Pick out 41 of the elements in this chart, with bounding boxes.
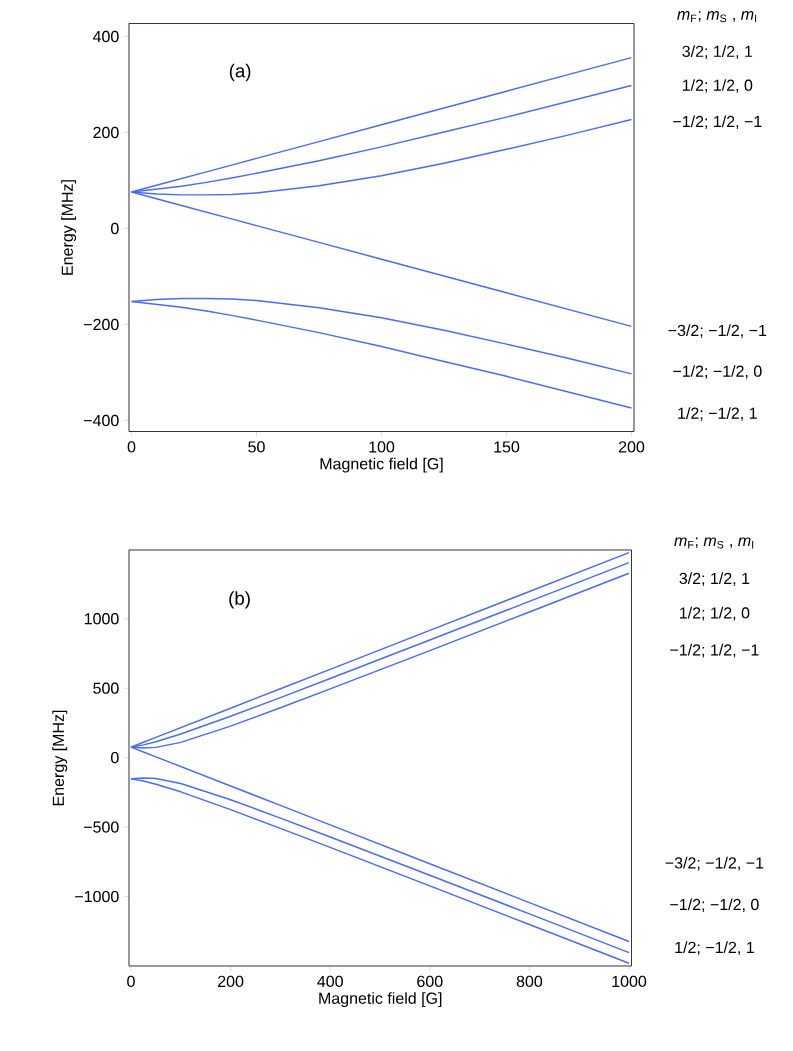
x-tick-label: 150 (494, 441, 520, 453)
x-tick-label: 50 (248, 441, 265, 453)
text: 1/2; 1/2, 0 (680, 606, 750, 621)
text: 1/2; −1/2, 1 (678, 407, 757, 421)
text: −3/2; −1/2, −1 (665, 856, 764, 871)
text: 1/2; 1/2, 0 (682, 79, 753, 93)
x-tick-label: 800 (516, 975, 543, 988)
text: −1/2; −1/2, 0 (670, 898, 759, 913)
x-tick-label: 1000 (612, 975, 647, 988)
y-tick-label: −200 (84, 318, 119, 331)
text: 1/2; −1/2, 1 (675, 941, 754, 955)
text: −1/2; 1/2, −1 (673, 115, 762, 130)
y-tick-label: 200 (93, 126, 119, 139)
y-tick-label: 0 (111, 751, 119, 764)
x-axis-title: Magnetic field [G] (320, 457, 443, 473)
y-tick-label: 0 (111, 222, 119, 235)
y-tick-label: 500 (93, 682, 119, 694)
y-axis-title: Energy [MHz] (61, 180, 77, 275)
y-tick-label: 1000 (84, 613, 119, 625)
x-tick-label: 200 (618, 441, 645, 453)
legend-title: m$_{F}$; m$_{S}$ , m$_{I}$ (674, 537, 754, 549)
y-tick-label: −400 (84, 414, 119, 427)
y-tick-label: −500 (84, 821, 119, 833)
x-tick-label: 400 (317, 975, 343, 988)
annotation: (a) (229, 63, 251, 82)
text: −3/2; −1/2, −1 (668, 324, 767, 338)
y-tick-label: 400 (92, 30, 119, 43)
y-axis-title: Energy [MHz] (52, 710, 68, 806)
text: 3/2; 1/2, 1 (682, 45, 753, 59)
text: 3/2; 1/2, 1 (679, 572, 750, 586)
x-tick-label: 600 (417, 975, 443, 988)
annotation: (b) (229, 591, 250, 609)
x-tick-label: 0 (127, 441, 136, 453)
y-tick-label: −1000 (75, 890, 119, 903)
text: −1/2; −1/2, 0 (673, 365, 762, 379)
text: −1/2; 1/2, −1 (670, 643, 759, 658)
x-axis-title: Magnetic field [G] (319, 992, 442, 1008)
legend-title: m$_{F}$; m$_{S}$ , m$_{I}$ (677, 11, 757, 23)
x-tick-label: 100 (369, 441, 395, 453)
x-tick-label: 0 (127, 975, 135, 988)
x-tick-label: 200 (218, 975, 244, 988)
